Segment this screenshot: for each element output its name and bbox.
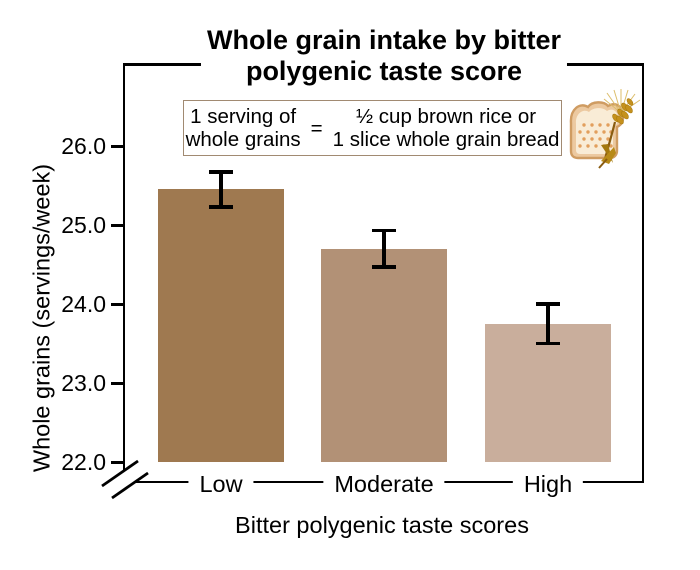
x-tick-label-low: Low (188, 471, 254, 497)
y-axis-title: Whole grains (servings/week) (28, 163, 55, 473)
error-bar-cap-bottom (536, 341, 560, 346)
bar-low (158, 189, 284, 462)
error-bar-stem (382, 230, 386, 267)
error-bar-cap-bottom (372, 265, 396, 269)
bread-and-wheat-icon (569, 89, 641, 169)
y-tick-label: 26.0 (61, 133, 106, 159)
y-tick-label: 22.0 (61, 449, 106, 475)
y-tick-mark (111, 223, 124, 227)
error-bar-cap-bottom (209, 205, 233, 209)
y-axis-line (122, 63, 125, 472)
bar-high (485, 323, 611, 462)
error-bar-cap-top (209, 170, 233, 174)
y-tick-mark (111, 144, 124, 148)
y-tick-label: 25.0 (61, 212, 106, 238)
chart-title-line1: Whole grain intake by bitter (206, 25, 562, 55)
error-bar-cap-top (536, 302, 560, 306)
chart-title-line2: polygenic taste score (245, 56, 523, 86)
serving-definition-left-line1: 1 serving of (190, 105, 297, 128)
serving-definition-box: 1 serving of whole grains = ½ cup brown … (183, 100, 562, 156)
serving-definition-right-line1: ½ cup brown rice or (356, 105, 537, 128)
serving-definition-right-line2: 1 slice whole grain bread (332, 128, 560, 151)
error-bar-stem (546, 304, 550, 344)
serving-definition-left-line2: whole grains (185, 128, 301, 151)
y-tick-mark (111, 460, 124, 464)
x-tick-label-high: High (512, 471, 584, 497)
y-tick-label: 24.0 (61, 291, 106, 317)
plot-frame-right (641, 63, 644, 483)
equals-sign: = (310, 116, 323, 140)
error-bar-stem (219, 172, 223, 207)
bar-moderate (321, 248, 447, 462)
y-tick-label: 23.0 (61, 370, 106, 396)
y-tick-mark (111, 302, 124, 306)
chart-title: Whole grain intake by bitter polygenic t… (200, 25, 568, 87)
x-axis-title: Bitter polygenic taste scores (235, 512, 529, 538)
serving-definition-left: 1 serving of whole grains (186, 105, 301, 151)
serving-definition-right: ½ cup brown rice or 1 slice whole grain … (333, 105, 560, 151)
y-tick-mark (111, 381, 124, 385)
x-tick-label-moderate: Moderate (323, 471, 445, 497)
error-bar-cap-top (372, 228, 396, 233)
axis-break-icon (101, 459, 149, 500)
